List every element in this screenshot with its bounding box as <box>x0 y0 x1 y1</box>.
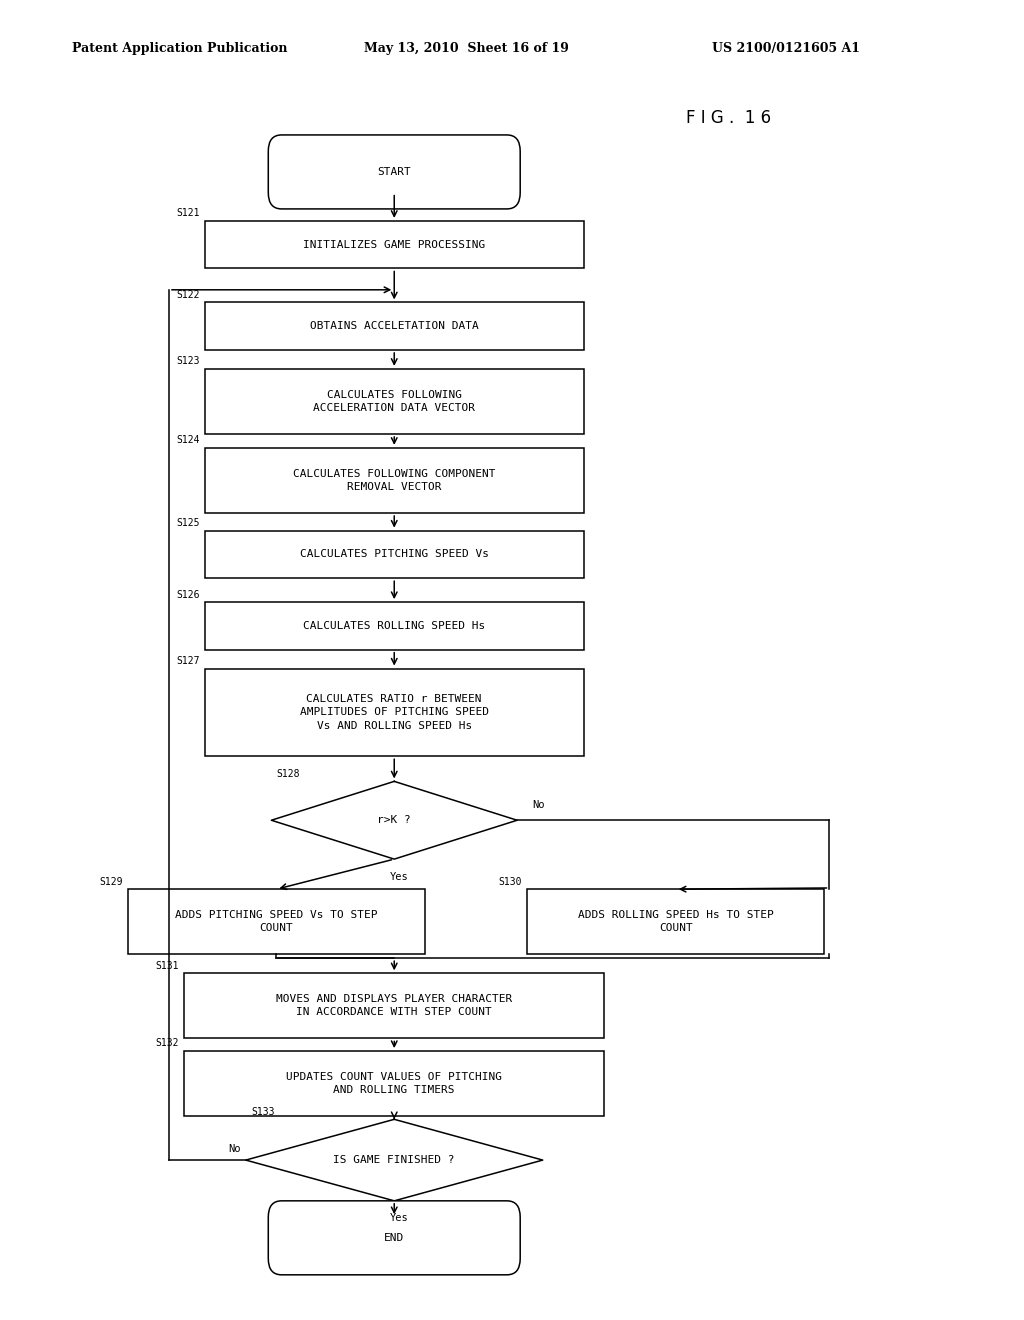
Text: S132: S132 <box>156 1039 179 1048</box>
Text: CALCULATES FOLLOWING
ACCELERATION DATA VECTOR: CALCULATES FOLLOWING ACCELERATION DATA V… <box>313 389 475 413</box>
Text: S127: S127 <box>176 656 200 667</box>
FancyBboxPatch shape <box>268 135 520 209</box>
Text: F I G .  1 6: F I G . 1 6 <box>686 110 771 127</box>
Text: IS GAME FINISHED ?: IS GAME FINISHED ? <box>334 1155 455 1166</box>
Text: r>K ?: r>K ? <box>378 816 411 825</box>
Text: S125: S125 <box>176 517 200 528</box>
Bar <box>205 447 584 513</box>
Text: END: END <box>384 1233 404 1243</box>
Bar <box>128 890 425 954</box>
Text: S130: S130 <box>499 876 522 887</box>
Text: MOVES AND DISPLAYS PLAYER CHARACTER
IN ACCORDANCE WITH STEP COUNT: MOVES AND DISPLAYS PLAYER CHARACTER IN A… <box>276 994 512 1018</box>
Bar <box>184 1051 604 1117</box>
Text: S122: S122 <box>176 290 200 300</box>
Text: ADDS ROLLING SPEED Hs TO STEP
COUNT: ADDS ROLLING SPEED Hs TO STEP COUNT <box>578 911 774 933</box>
FancyBboxPatch shape <box>268 1201 520 1275</box>
Bar <box>205 531 584 578</box>
Bar <box>205 602 584 649</box>
Text: S128: S128 <box>276 768 300 779</box>
Bar <box>205 668 584 756</box>
Text: CALCULATES ROLLING SPEED Hs: CALCULATES ROLLING SPEED Hs <box>303 620 485 631</box>
Polygon shape <box>246 1119 543 1201</box>
Text: UPDATES COUNT VALUES OF PITCHING
AND ROLLING TIMERS: UPDATES COUNT VALUES OF PITCHING AND ROL… <box>287 1072 502 1096</box>
Bar <box>205 368 584 434</box>
Text: CALCULATES FOLLOWING COMPONENT
REMOVAL VECTOR: CALCULATES FOLLOWING COMPONENT REMOVAL V… <box>293 469 496 492</box>
Text: CALCULATES PITCHING SPEED Vs: CALCULATES PITCHING SPEED Vs <box>300 549 488 560</box>
Text: S131: S131 <box>156 961 179 970</box>
Bar <box>205 302 584 350</box>
Text: No: No <box>228 1144 241 1154</box>
Bar <box>184 973 604 1039</box>
Text: CALCULATES RATIO r BETWEEN
AMPLITUDES OF PITCHING SPEED
Vs AND ROLLING SPEED Hs: CALCULATES RATIO r BETWEEN AMPLITUDES OF… <box>300 694 488 730</box>
Text: Patent Application Publication: Patent Application Publication <box>72 42 287 55</box>
Text: Yes: Yes <box>390 871 409 882</box>
Bar <box>205 220 584 268</box>
Text: S133: S133 <box>251 1106 274 1117</box>
Text: US 2100/0121605 A1: US 2100/0121605 A1 <box>712 42 860 55</box>
Text: OBTAINS ACCELETATION DATA: OBTAINS ACCELETATION DATA <box>310 321 478 331</box>
Text: S129: S129 <box>99 876 123 887</box>
Text: S123: S123 <box>176 356 200 366</box>
Text: START: START <box>378 166 411 177</box>
Text: INITIALIZES GAME PROCESSING: INITIALIZES GAME PROCESSING <box>303 240 485 249</box>
Text: ADDS PITCHING SPEED Vs TO STEP
COUNT: ADDS PITCHING SPEED Vs TO STEP COUNT <box>175 911 378 933</box>
Bar <box>527 890 824 954</box>
Text: Yes: Yes <box>390 1213 409 1224</box>
Text: No: No <box>532 800 545 810</box>
Polygon shape <box>271 781 517 859</box>
Text: S126: S126 <box>176 590 200 599</box>
Text: S121: S121 <box>176 209 200 218</box>
Text: S124: S124 <box>176 436 200 445</box>
Text: May 13, 2010  Sheet 16 of 19: May 13, 2010 Sheet 16 of 19 <box>364 42 568 55</box>
